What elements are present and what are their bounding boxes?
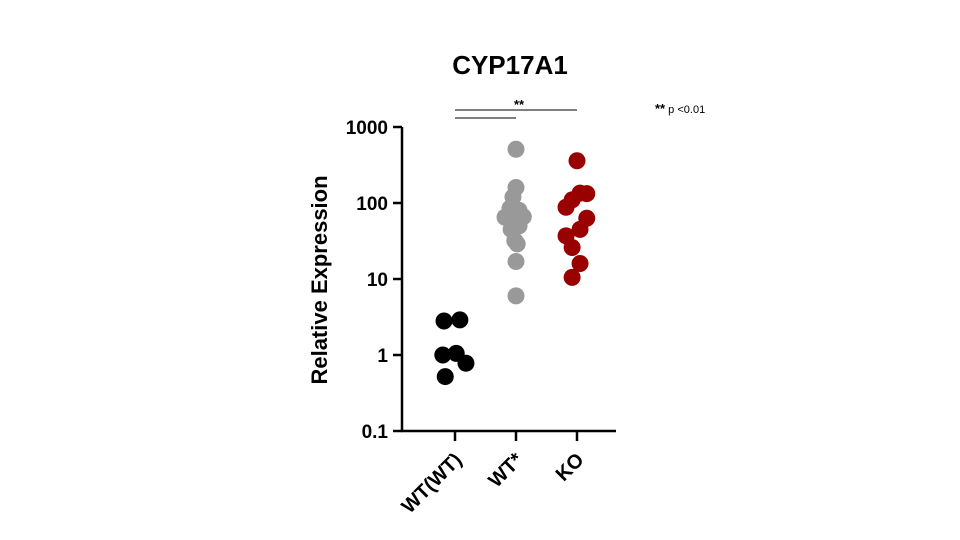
data-point xyxy=(451,311,469,329)
y-tick-label: 10 xyxy=(367,270,388,291)
data-point xyxy=(507,252,525,270)
x-tick-label: WT* xyxy=(484,449,527,492)
data-points xyxy=(434,140,596,386)
data-point xyxy=(436,368,454,386)
significance-label: ** xyxy=(514,97,525,112)
y-tick-label: 1000 xyxy=(346,118,388,139)
data-point xyxy=(571,220,589,238)
data-point xyxy=(563,268,581,286)
x-ticks: WT(WT) WT* KO xyxy=(398,431,589,518)
data-point xyxy=(507,140,525,158)
y-ticks: 0.1 1 10 100 1000 xyxy=(346,118,402,443)
y-tick-label: 1 xyxy=(377,346,388,367)
data-point xyxy=(508,235,526,253)
significance-brackets: ** xyxy=(455,97,577,119)
chart-title: CYP17A1 xyxy=(452,50,568,80)
data-point xyxy=(507,287,525,305)
x-tick-label: WT(WT) xyxy=(398,449,467,518)
data-point xyxy=(435,312,453,330)
x-tick-label: KO xyxy=(552,449,589,486)
y-tick-label: 100 xyxy=(356,194,388,215)
significance-note-text: p <0.01 xyxy=(665,104,705,116)
significance-note-stars: ** xyxy=(655,101,666,116)
data-point xyxy=(457,354,475,372)
data-point xyxy=(578,185,596,203)
data-point xyxy=(434,346,452,364)
y-tick-label: 0.1 xyxy=(362,422,389,443)
y-axis-label: Relative Expression xyxy=(307,175,332,384)
data-point xyxy=(568,152,586,170)
data-point xyxy=(571,254,589,272)
significance-note: ** p <0.01 xyxy=(655,101,705,116)
data-point xyxy=(563,238,581,256)
data-point xyxy=(557,198,575,216)
